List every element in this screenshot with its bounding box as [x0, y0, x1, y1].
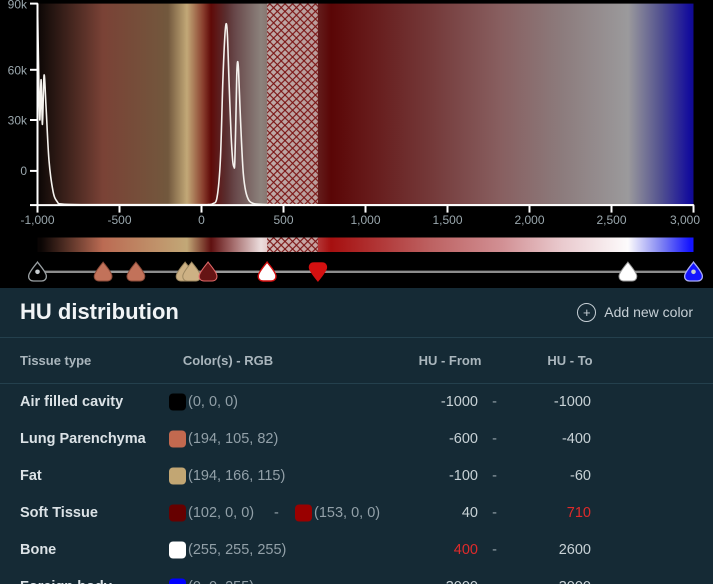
svg-text:2,500: 2,500 [596, 213, 626, 227]
svg-text:-1,000: -1,000 [20, 213, 54, 227]
svg-text:3,000: 3,000 [670, 213, 700, 227]
svg-text:1,000: 1,000 [350, 213, 380, 227]
svg-text:90k: 90k [8, 0, 28, 12]
svg-text:30k: 30k [8, 114, 28, 128]
svg-text:1,500: 1,500 [432, 213, 462, 227]
svg-text:60k: 60k [8, 64, 28, 78]
svg-text:2,000: 2,000 [514, 213, 544, 227]
svg-text:500: 500 [273, 213, 293, 227]
svg-text:0: 0 [20, 164, 27, 178]
svg-text:0: 0 [198, 213, 205, 227]
svg-text:-500: -500 [107, 213, 131, 227]
